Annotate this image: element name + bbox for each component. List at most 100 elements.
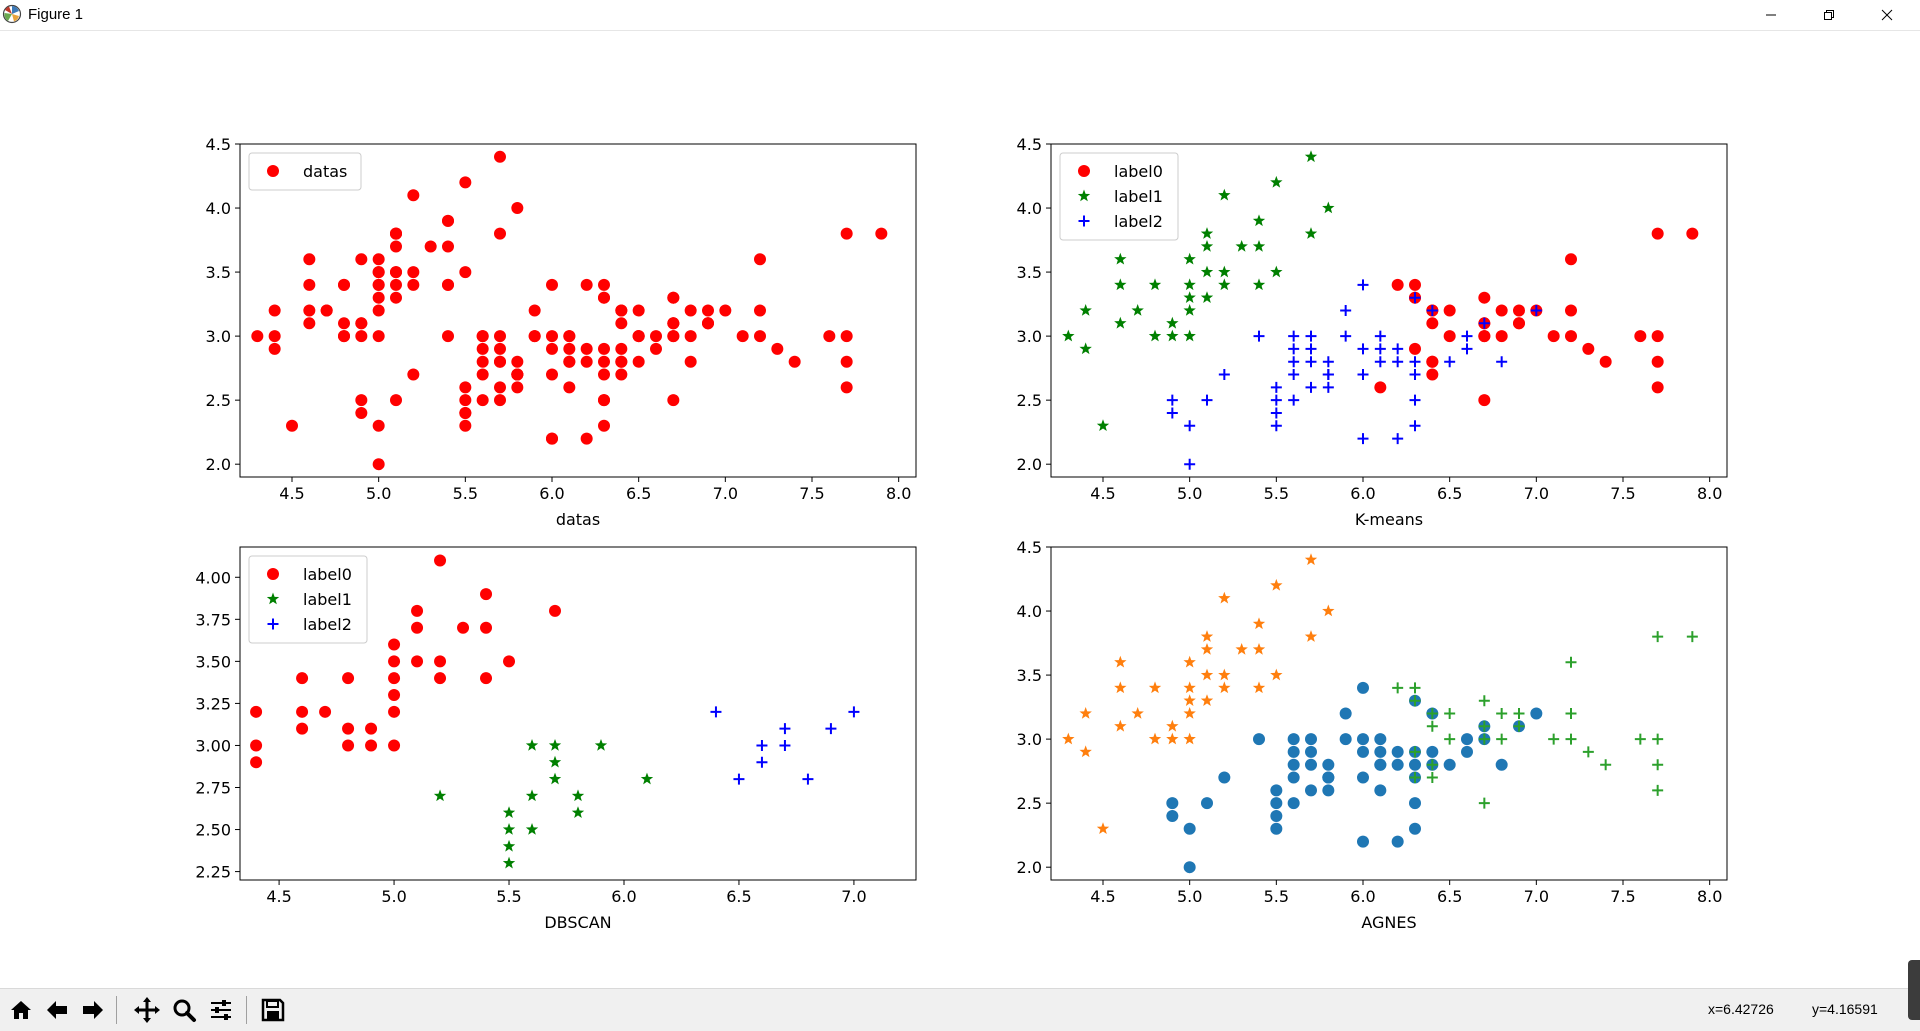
data-point (1478, 695, 1490, 707)
data-point (580, 278, 593, 291)
data-point (1252, 214, 1266, 227)
data-point (1426, 355, 1439, 368)
data-point (459, 394, 472, 407)
data-point (1288, 330, 1300, 342)
data-point (390, 278, 402, 291)
data-point (702, 304, 714, 317)
data-point (1114, 655, 1127, 668)
data-point (511, 368, 524, 381)
data-point (1252, 681, 1266, 694)
data-point (684, 330, 697, 343)
data-point (1600, 759, 1612, 771)
data-point (1270, 668, 1283, 681)
legend-label: datas (303, 162, 347, 181)
series-datas (251, 150, 888, 471)
data-point (1305, 343, 1317, 355)
home-button[interactable] (4, 994, 38, 1026)
y-tick-label: 4.5 (1017, 538, 1042, 557)
series-label1 (433, 738, 654, 869)
pan-button[interactable] (130, 994, 164, 1026)
data-point (1270, 175, 1283, 188)
configure-subplots-button[interactable] (204, 994, 238, 1026)
data-point (1322, 784, 1335, 797)
data-point (840, 355, 853, 368)
data-point (1357, 681, 1369, 694)
x-tick-label: 6.0 (611, 887, 636, 906)
data-point (1530, 305, 1542, 316)
plot-area[interactable] (1051, 547, 1727, 880)
close-button[interactable] (1864, 0, 1910, 30)
data-point (1634, 733, 1646, 745)
data-point (528, 304, 541, 317)
data-point (632, 355, 645, 368)
data-point (580, 432, 593, 445)
data-point (1200, 694, 1214, 706)
data-point (388, 739, 401, 752)
data-point (598, 342, 610, 355)
x-tick-label: 5.5 (1264, 887, 1289, 906)
data-point (710, 706, 722, 718)
back-button[interactable] (40, 994, 74, 1026)
data-point (546, 278, 558, 291)
figure-canvas[interactable]: 4.5 5.0 5.5 6.0 6.5 7.0 7.5 8.0 2.0 2.5 3.0 3.5 4.0 4… (0, 31, 1920, 988)
data-point (788, 355, 801, 368)
data-point (1651, 330, 1664, 343)
data-point (840, 381, 853, 394)
y-tick-label: 3.75 (195, 610, 231, 629)
data-point (480, 588, 493, 601)
plot-area[interactable] (240, 144, 916, 477)
data-point (1288, 343, 1300, 355)
series-cluster-0 (1166, 681, 1543, 874)
data-point (494, 394, 506, 407)
data-point (1148, 329, 1162, 342)
data-point (1166, 407, 1178, 419)
data-point (372, 291, 385, 304)
x-tick-label: 6.5 (1437, 887, 1462, 906)
data-point (1357, 771, 1369, 784)
data-point (1409, 394, 1421, 406)
legend-marker (1078, 165, 1090, 177)
data-point (1183, 304, 1196, 316)
data-point (1461, 733, 1473, 746)
data-point (1426, 745, 1439, 758)
data-point (459, 419, 472, 432)
data-point (1200, 239, 1214, 252)
y-tick-label: 4.5 (1017, 135, 1042, 154)
data-point (338, 330, 350, 343)
minimize-icon (1766, 14, 1776, 16)
save-button[interactable] (256, 994, 290, 1026)
data-point (1183, 861, 1196, 874)
data-point (476, 394, 489, 407)
forward-button[interactable] (76, 994, 110, 1026)
data-point (1304, 553, 1318, 566)
data-point (1287, 797, 1300, 810)
data-point (1131, 707, 1144, 719)
legend[interactable]: label0 label1 label2 (1059, 152, 1179, 241)
data-point (434, 655, 447, 668)
series-label0 (1374, 227, 1699, 407)
data-point (1183, 694, 1196, 706)
legend-label: label2 (303, 615, 352, 634)
data-point (1288, 394, 1300, 406)
data-point (434, 554, 447, 567)
data-point (494, 342, 506, 355)
data-point (1357, 433, 1369, 445)
legend[interactable]: label0 label1 label2 (248, 555, 368, 644)
data-point (1409, 278, 1421, 291)
y-tick-label: 4.00 (195, 568, 231, 587)
window-resize-grip[interactable] (1908, 960, 1920, 1020)
legend[interactable]: datas (248, 152, 362, 191)
data-point (1478, 720, 1490, 732)
x-tick-label: 7.0 (1524, 887, 1549, 906)
data-point (407, 368, 420, 381)
y-tick-label: 2.5 (1017, 794, 1042, 813)
data-point (503, 655, 516, 668)
data-point (1270, 797, 1283, 810)
data-point (615, 317, 628, 330)
maximize-button[interactable] (1806, 0, 1852, 30)
data-point (1495, 758, 1508, 771)
zoom-button[interactable] (167, 994, 201, 1026)
minimize-button[interactable] (1748, 0, 1794, 30)
y-tick-label: 3.50 (195, 652, 231, 671)
data-point (1426, 772, 1438, 784)
